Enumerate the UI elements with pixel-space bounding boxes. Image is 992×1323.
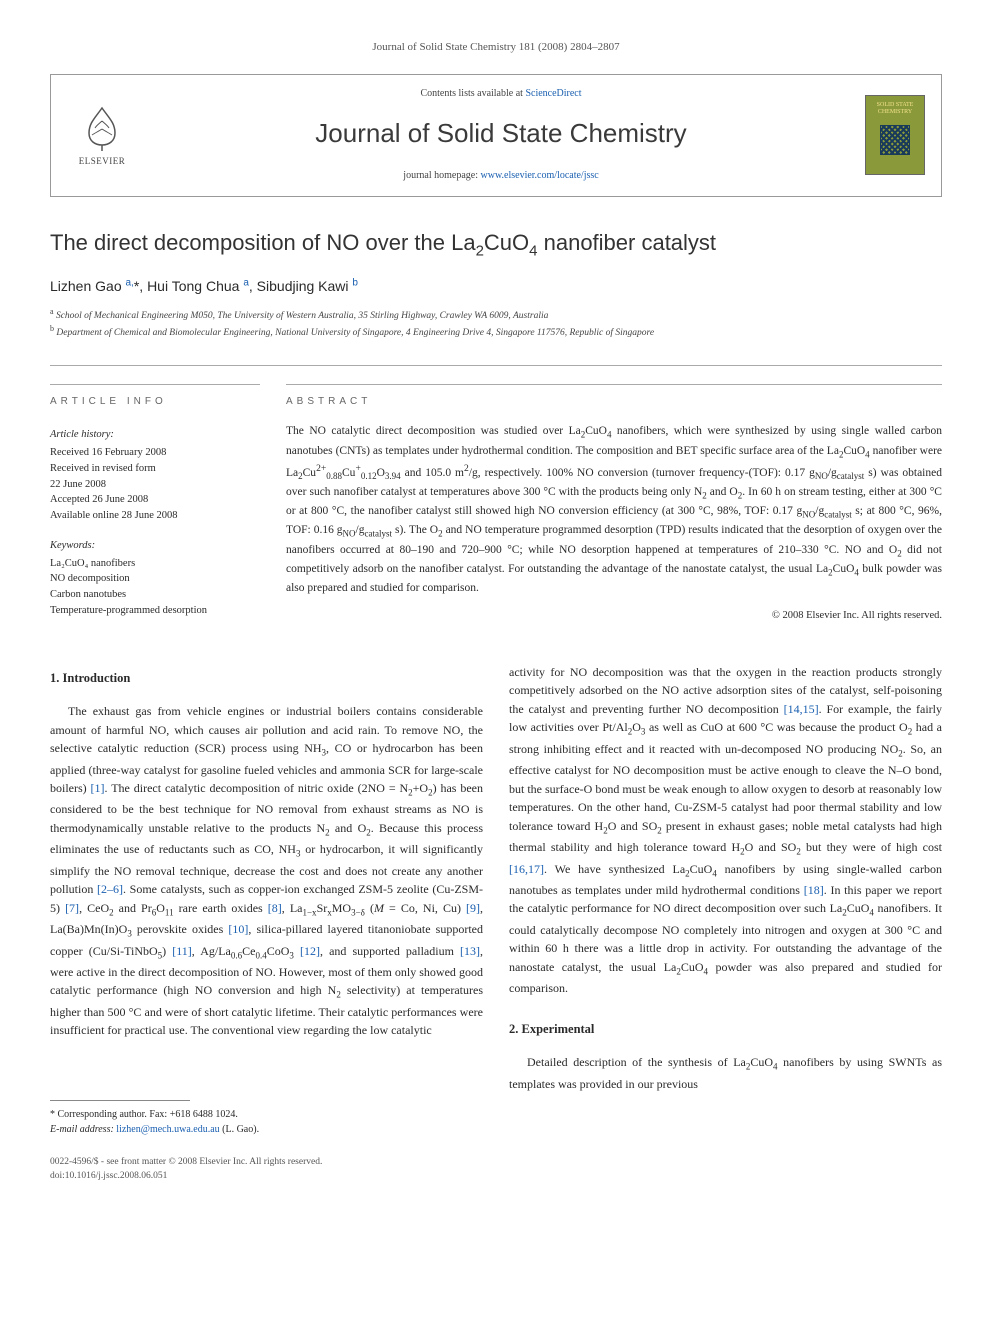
homepage-prefix: journal homepage: [403, 170, 480, 181]
keywords-block: Keywords: La₂CuO₄ nanofibers NO decompos… [50, 538, 260, 619]
history-line: Accepted 26 June 2008 [50, 492, 260, 508]
email-line: E-mail address: lizhen@mech.uwa.edu.au (… [50, 1122, 483, 1137]
keyword: Carbon nanotubes [50, 587, 260, 603]
article-title: The direct decomposition of NO over the … [50, 227, 942, 262]
affiliation-sup: a [50, 307, 54, 316]
email-label: E-mail address: [50, 1124, 116, 1135]
keyword: NO decomposition [50, 571, 260, 587]
left-column: 1. Introduction The exhaust gas from veh… [50, 663, 483, 1184]
footnote-rule [50, 1100, 190, 1101]
issn-line: 0022-4596/$ - see front matter © 2008 El… [50, 1155, 483, 1169]
info-abstract-row: ARTICLE INFO Article history: Received 1… [50, 365, 942, 633]
history-line: Available online 28 June 2008 [50, 508, 260, 524]
cover-pattern-icon [880, 125, 910, 155]
affiliations: a School of Mechanical Engineering M050,… [50, 306, 942, 341]
header-center: Contents lists available at ScienceDirec… [137, 87, 865, 184]
affiliation-b: b Department of Chemical and Biomolecula… [50, 323, 942, 340]
abstract-text: The NO catalytic direct decomposition wa… [286, 423, 942, 598]
cover-title-text: SOLID STATE CHEMISTRY [870, 102, 920, 115]
email-tail: (L. Gao). [220, 1124, 259, 1135]
journal-title: Journal of Solid State Chemistry [137, 115, 865, 153]
sciencedirect-link[interactable]: ScienceDirect [525, 88, 581, 99]
article-info-heading: ARTICLE INFO [50, 395, 260, 410]
right-column: activity for NO decomposition was that t… [509, 663, 942, 1184]
article-info-sidebar: ARTICLE INFO Article history: Received 1… [50, 384, 260, 633]
history-line: Received in revised form [50, 461, 260, 477]
journal-homepage: journal homepage: www.elsevier.com/locat… [137, 169, 865, 184]
keyword: La₂CuO₄ nanofibers [50, 556, 260, 572]
contents-available: Contents lists available at ScienceDirec… [137, 87, 865, 102]
body-two-column: 1. Introduction The exhaust gas from veh… [50, 663, 942, 1184]
journal-reference: Journal of Solid State Chemistry 181 (20… [50, 40, 942, 56]
section-2-heading: 2. Experimental [509, 1020, 942, 1039]
homepage-link[interactable]: www.elsevier.com/locate/jssc [481, 170, 599, 181]
history-line: 22 June 2008 [50, 477, 260, 493]
keyword: Temperature-programmed desorption [50, 603, 260, 619]
email-link[interactable]: lizhen@mech.uwa.edu.au [116, 1124, 219, 1135]
author-list: Lizhen Gao a,*, Hui Tong Chua a, Sibudji… [50, 276, 942, 296]
section-1-heading: 1. Introduction [50, 669, 483, 688]
intro-continuation: activity for NO decomposition was that t… [509, 663, 942, 998]
keywords-label: Keywords: [50, 538, 260, 554]
affiliation-sup: b [50, 324, 54, 333]
history-line: Received 16 February 2008 [50, 445, 260, 461]
abstract-heading: ABSTRACT [286, 395, 942, 410]
affiliation-a: a School of Mechanical Engineering M050,… [50, 306, 942, 323]
elsevier-tree-icon [77, 103, 127, 153]
corresponding-author-footnote: * Corresponding author. Fax: +618 6488 1… [50, 1107, 483, 1137]
article-history: Article history: Received 16 February 20… [50, 427, 260, 524]
experimental-paragraph: Detailed description of the synthesis of… [509, 1053, 942, 1093]
doi-line: doi:10.1016/j.jssc.2008.06.051 [50, 1169, 483, 1183]
elsevier-logo: ELSEVIER [67, 95, 137, 175]
contents-prefix: Contents lists available at [420, 88, 525, 99]
abstract-column: ABSTRACT The NO catalytic direct decompo… [286, 384, 942, 633]
affiliation-text: School of Mechanical Engineering M050, T… [56, 311, 548, 321]
affiliation-text: Department of Chemical and Biomolecular … [56, 329, 654, 339]
front-matter-meta: 0022-4596/$ - see front matter © 2008 El… [50, 1155, 483, 1184]
publisher-name: ELSEVIER [79, 155, 126, 168]
intro-paragraph: The exhaust gas from vehicle engines or … [50, 702, 483, 1040]
journal-cover-thumbnail: SOLID STATE CHEMISTRY [865, 95, 925, 175]
journal-header: ELSEVIER Contents lists available at Sci… [50, 74, 942, 197]
abstract-copyright: © 2008 Elsevier Inc. All rights reserved… [286, 608, 942, 623]
corr-author-line: * Corresponding author. Fax: +618 6488 1… [50, 1107, 483, 1122]
history-label: Article history: [50, 427, 260, 443]
